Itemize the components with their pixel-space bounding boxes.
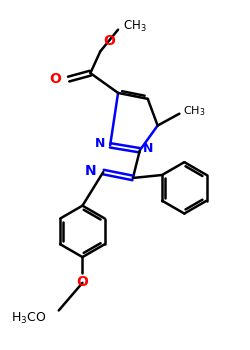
Text: CH$_3$: CH$_3$ — [123, 19, 147, 34]
Text: O: O — [49, 72, 61, 86]
Text: H$_3$CO: H$_3$CO — [12, 311, 47, 326]
Text: O: O — [76, 275, 88, 289]
Text: O: O — [103, 34, 115, 48]
Text: CH$_3$: CH$_3$ — [183, 104, 206, 118]
Text: N: N — [143, 142, 153, 155]
Text: N: N — [95, 137, 105, 150]
Text: N: N — [85, 164, 96, 178]
